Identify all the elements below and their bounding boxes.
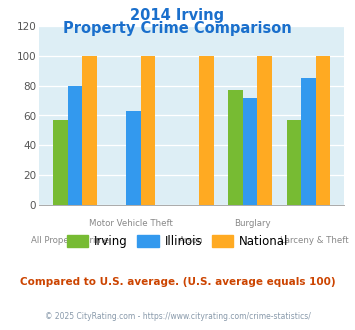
Bar [228,90,243,205]
Bar [199,56,214,205]
Text: Arson: Arson [179,236,204,245]
Text: Property Crime Comparison: Property Crime Comparison [63,21,292,36]
Bar [82,56,97,205]
Text: Larceny & Theft: Larceny & Theft [279,236,348,245]
Bar [126,111,141,205]
Legend: Irving, Illinois, National: Irving, Illinois, National [62,230,293,253]
Text: Motor Vehicle Theft: Motor Vehicle Theft [89,219,173,228]
Bar [316,56,331,205]
Text: Burglary: Burglary [234,219,271,228]
Bar [67,86,82,205]
Text: All Property Crime: All Property Crime [31,236,109,245]
Text: 2014 Irving: 2014 Irving [130,8,225,23]
Bar [53,120,67,205]
Bar [243,98,257,205]
Bar [301,79,316,205]
Bar [257,56,272,205]
Text: Compared to U.S. average. (U.S. average equals 100): Compared to U.S. average. (U.S. average … [20,277,335,287]
Bar [141,56,155,205]
Text: © 2025 CityRating.com - https://www.cityrating.com/crime-statistics/: © 2025 CityRating.com - https://www.city… [45,312,310,321]
Bar [286,120,301,205]
